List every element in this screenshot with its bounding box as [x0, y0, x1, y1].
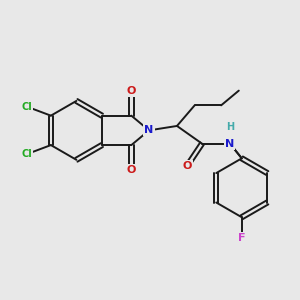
- Text: N: N: [144, 125, 154, 135]
- Text: O: O: [127, 165, 136, 175]
- Text: F: F: [238, 233, 245, 243]
- Text: N: N: [225, 139, 235, 148]
- Text: H: H: [226, 122, 234, 132]
- Text: Cl: Cl: [22, 102, 33, 112]
- Text: Cl: Cl: [22, 149, 33, 159]
- Text: O: O: [183, 161, 192, 171]
- Text: O: O: [127, 85, 136, 96]
